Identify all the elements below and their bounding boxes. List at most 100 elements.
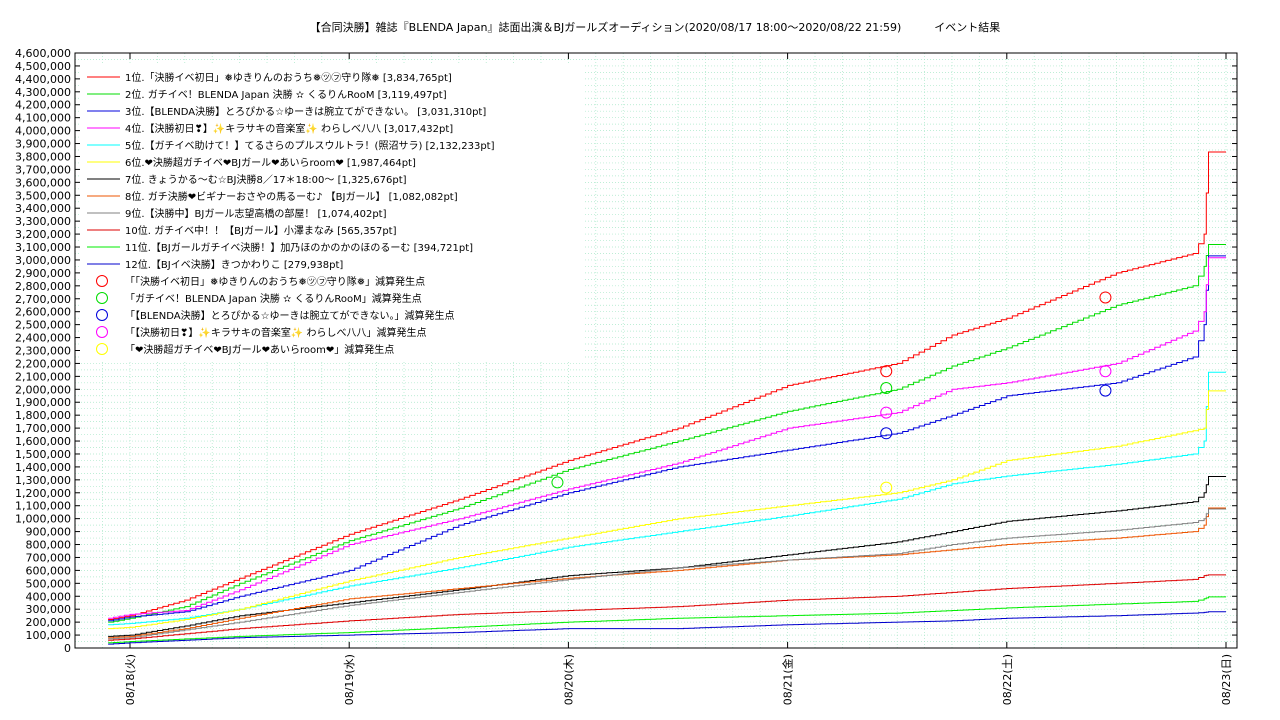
x-tick-label: 08/23(日) — [1220, 654, 1233, 705]
legend-entry: 12位.【BJイベ決勝】きつかわりこ [279,938pt] — [125, 258, 343, 271]
y-tick-label: 4,600,000 — [15, 47, 71, 60]
y-tick-label: 3,800,000 — [15, 150, 71, 163]
chart-title: 【合同決勝】雑誌『BLENDA Japan』誌面出演＆BJガールズオーディション… — [310, 20, 1001, 34]
x-tick-label: 08/18(火) — [124, 654, 137, 705]
event-marker — [1099, 384, 1112, 397]
series-line — [108, 507, 1226, 639]
x-tick-label: 08/20(木) — [562, 654, 575, 705]
x-tick-label: 08/22(土) — [1001, 654, 1014, 705]
y-tick-label: 2,700,000 — [15, 293, 71, 306]
event-marker — [880, 382, 893, 395]
legend-entry: 「【決勝初日❣】✨キラサキの音楽室✨ わらしべ八八」減算発生点 — [125, 326, 426, 339]
legend-marker — [96, 326, 108, 338]
y-tick-label: 3,300,000 — [15, 215, 71, 228]
y-tick-label: 400,000 — [26, 590, 72, 603]
axes: 0100,000200,000300,000400,000500,000600,… — [15, 47, 1238, 705]
legend-entry: 4位.【決勝初日❣】✨キラサキの音楽室✨ わらしべ八八 [3,017,432pt… — [125, 122, 453, 135]
legend-marker — [96, 309, 108, 321]
legend-entry: 1位.「決勝イベ初日」❅ゆきりんのおうち❅㋡㋫守り隊❅ [3,834,765pt… — [125, 71, 452, 84]
y-tick-label: 3,000,000 — [15, 254, 71, 267]
series-line — [108, 244, 1226, 623]
y-tick-label: 1,800,000 — [15, 409, 71, 422]
y-tick-label: 2,300,000 — [15, 345, 71, 358]
y-tick-label: 1,900,000 — [15, 396, 71, 409]
legend-marker — [96, 292, 108, 304]
y-tick-label: 4,200,000 — [15, 99, 71, 112]
legend-entry: 「【BLENDA決勝】とろぴかる☆ゆーきは腕立てができない。」減算発生点 — [125, 309, 455, 322]
y-tick-label: 2,100,000 — [15, 370, 71, 383]
y-tick-label: 1,500,000 — [15, 448, 71, 461]
y-tick-label: 600,000 — [26, 564, 72, 577]
legend-entry: 9位.【決勝中】BJガール志望高橋の部屋！ [1,074,402pt] — [125, 207, 387, 220]
y-tick-label: 4,300,000 — [15, 86, 71, 99]
event-marker — [880, 406, 893, 419]
legend-entry: 11位.【BJガールガチイベ決勝！】加乃ほのかのかのほのるーむ [394,721… — [125, 241, 473, 254]
series-line — [108, 596, 1226, 644]
y-tick-label: 4,100,000 — [15, 112, 71, 125]
series-line — [108, 257, 1226, 619]
legend-entry: 3位.【BLENDA決勝】とろぴかる☆ゆーきは腕立てができない。 [3,031,… — [125, 105, 486, 118]
y-tick-label: 500,000 — [26, 577, 72, 590]
legend-entry: 7位. きょうかる〜む☆BJ決勝8／17＊18:00〜 [1,325,676pt… — [125, 173, 407, 186]
y-tick-label: 200,000 — [26, 616, 72, 629]
event-marker — [880, 365, 893, 378]
legend-entry: 6位.❤決勝超ガチイベ❤BJガール❤あいらroom❤ [1,987,464pt] — [125, 156, 416, 169]
y-tick-label: 4,500,000 — [15, 60, 71, 73]
legend-entry: 「ガチイベ！BLENDA Japan 決勝 ✫ くるりんRooM」減算発生点 — [125, 292, 422, 305]
y-tick-label: 700,000 — [26, 551, 72, 564]
series-line — [108, 611, 1226, 645]
y-tick-label: 2,200,000 — [15, 357, 71, 370]
event-marker — [1099, 365, 1112, 378]
event-markers — [551, 291, 1112, 494]
y-tick-label: 2,600,000 — [15, 306, 71, 319]
series-line — [108, 508, 1226, 640]
y-tick-label: 3,700,000 — [15, 163, 71, 176]
y-tick-label: 300,000 — [26, 603, 72, 616]
legend-entry: 「「決勝イベ初日」❅ゆきりんのおうち❅㋡㋫守り隊❅」減算発生点 — [125, 275, 425, 288]
y-tick-label: 2,900,000 — [15, 267, 71, 280]
y-tick-label: 0 — [64, 642, 71, 655]
legend: 1位.「決勝イベ初日」❅ゆきりんのおうち❅㋡㋫守り隊❅ [3,834,765pt… — [80, 64, 585, 361]
legend-entry: 8位. ガチ決勝❤ビギナーおさやの馬るーむ♪ 【BJガール】 [1,082,08… — [125, 190, 458, 203]
y-tick-label: 1,100,000 — [15, 500, 71, 513]
series-line — [108, 151, 1226, 620]
y-tick-label: 3,400,000 — [15, 202, 71, 215]
event-marker — [880, 427, 893, 440]
y-tick-label: 3,200,000 — [15, 228, 71, 241]
y-tick-label: 1,600,000 — [15, 435, 71, 448]
y-tick-label: 1,400,000 — [15, 461, 71, 474]
event-marker — [880, 481, 893, 494]
x-tick-label: 08/21(金) — [781, 654, 795, 705]
y-tick-label: 4,400,000 — [15, 73, 71, 86]
y-tick-label: 1,000,000 — [15, 513, 71, 526]
event-marker — [551, 476, 564, 489]
y-tick-label: 1,300,000 — [15, 474, 71, 487]
y-tick-label: 2,400,000 — [15, 332, 71, 345]
legend-marker — [96, 343, 108, 355]
series-line — [108, 574, 1226, 641]
legend-box — [80, 64, 585, 361]
y-tick-label: 2,500,000 — [15, 319, 71, 332]
legend-entry: 5位.【ガチイベ助けて！】てるさらのプルスウルトラ！(照沼サラ) [2,132,… — [125, 139, 495, 152]
series-line — [108, 390, 1226, 630]
legend-entry: 10位. ガチイベ中！！【BJガール】小澤まなみ [565,357pt] — [125, 224, 397, 237]
y-tick-label: 2,000,000 — [15, 383, 71, 396]
legend-entry: 「❤決勝超ガチイベ❤BJガール❤あいらroom❤」減算発生点 — [125, 343, 394, 356]
series-line — [108, 371, 1226, 626]
y-tick-label: 4,000,000 — [15, 125, 71, 138]
legend-marker — [96, 275, 108, 287]
x-tick-label: 08/19(水) — [343, 654, 356, 705]
y-tick-label: 1,700,000 — [15, 422, 71, 435]
legend-entry: 2位. ガチイベ！BLENDA Japan 決勝 ✫ くるりんRooM [3,1… — [125, 88, 447, 101]
y-tick-label: 100,000 — [26, 629, 72, 642]
y-tick-label: 800,000 — [26, 539, 72, 552]
y-tick-label: 3,600,000 — [15, 176, 71, 189]
event-marker — [1099, 291, 1112, 304]
y-tick-label: 2,800,000 — [15, 280, 71, 293]
y-tick-label: 3,900,000 — [15, 138, 71, 151]
y-tick-label: 3,500,000 — [15, 189, 71, 202]
series-lines — [108, 151, 1226, 645]
y-tick-label: 1,200,000 — [15, 487, 71, 500]
y-tick-label: 3,100,000 — [15, 241, 71, 254]
